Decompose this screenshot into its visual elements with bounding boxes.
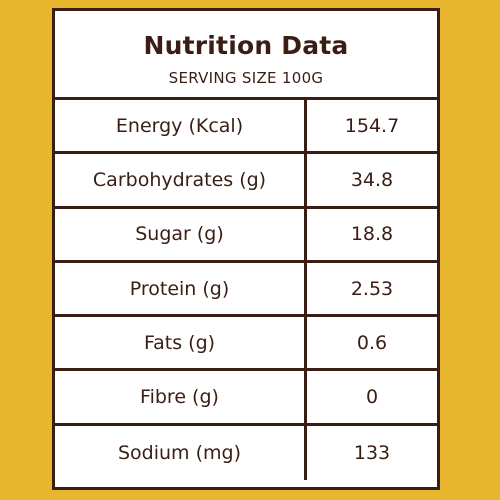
row-label: Sugar (g) xyxy=(55,208,307,260)
row-value: 0.6 xyxy=(356,331,388,354)
serving-size: SERVING SIZE 100G xyxy=(168,69,324,87)
table-row-energy: Energy (Kcal) 154.7 xyxy=(55,100,437,155)
table-row-sugar: Sugar (g) 18.8 xyxy=(55,208,437,263)
table-row-sodium: Sodium (mg) 133 xyxy=(55,425,437,481)
table-row-protein: Protein (g) 2.53 xyxy=(55,262,437,318)
table-row-fibre: Fibre (g) 0 xyxy=(55,371,437,426)
row-value: 154.7 xyxy=(344,114,400,137)
row-label: Sodium (mg) xyxy=(55,425,307,481)
row-value: 18.8 xyxy=(350,223,394,246)
row-label: Carbohydrates (g) xyxy=(55,154,307,206)
row-value: 133 xyxy=(353,441,391,464)
row-label: Fibre (g) xyxy=(55,371,307,423)
table-row-carbohydrates: Carbohydrates (g) 34.8 xyxy=(55,154,437,209)
nutrition-title: Nutrition Data xyxy=(143,31,349,60)
row-value: 0 xyxy=(365,386,379,409)
row-label: Fats (g) xyxy=(55,317,307,369)
row-value: 2.53 xyxy=(350,277,394,300)
row-value: 34.8 xyxy=(350,168,394,191)
nutrition-panel: Nutrition Data SERVING SIZE 100G Energy … xyxy=(52,8,440,490)
row-label: Energy (Kcal) xyxy=(55,100,307,152)
nutrition-table: Energy (Kcal) 154.7 Carbohydrates (g) 34… xyxy=(55,100,437,481)
table-row-fats: Fats (g) 0.6 xyxy=(55,317,437,372)
row-label: Protein (g) xyxy=(55,262,307,315)
nutrition-header: Nutrition Data SERVING SIZE 100G xyxy=(55,11,437,100)
